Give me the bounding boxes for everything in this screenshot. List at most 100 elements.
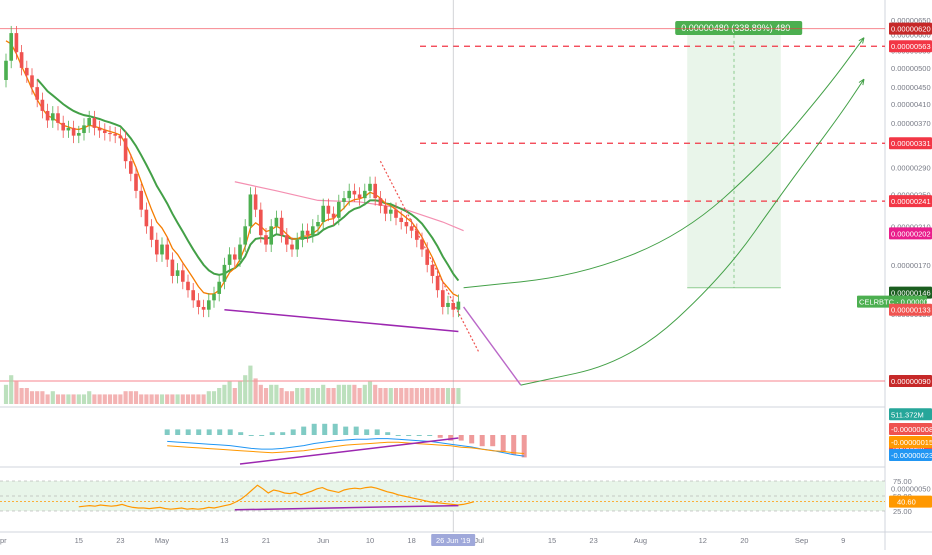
candle-body (440, 290, 445, 307)
time-tick-label: 10 (366, 536, 374, 545)
time-tick-label: Jun (317, 536, 329, 545)
volume-bar (435, 388, 440, 404)
macd-histogram-bar (437, 435, 443, 438)
macd-histogram-bar (406, 435, 412, 436)
volume-bar (373, 384, 378, 404)
candle-body (451, 302, 456, 310)
volume-bar (196, 394, 201, 404)
macd-histogram-bar (385, 432, 391, 435)
candle-body (258, 209, 263, 236)
candle-body (35, 87, 40, 100)
volume-bar (440, 388, 445, 404)
price-tick-label: 0.00000050 (891, 484, 931, 493)
candle-body (9, 33, 14, 61)
volume-bar (253, 378, 258, 404)
macd-histogram-bar (248, 435, 254, 436)
cursor-date-label: 26 Jun '19 (436, 536, 470, 545)
price-tick-label: 0.00000410 (891, 100, 931, 109)
candle-body (222, 264, 227, 282)
projection-curve (463, 37, 865, 289)
candle-body (201, 306, 206, 310)
macd-histogram-bar (290, 429, 296, 435)
candle-body (248, 194, 253, 227)
volume-bar (217, 388, 222, 404)
macd-histogram-bar (458, 435, 464, 441)
price-tick-label: 0.00000210 (891, 222, 931, 231)
volume-bar (9, 375, 14, 404)
candle-body (50, 113, 55, 121)
candle-body (347, 190, 352, 199)
projection-arrowhead (858, 78, 865, 86)
macd-histogram-bar (427, 435, 433, 436)
candle-body (123, 138, 128, 162)
price-tick-label: 0.00000450 (891, 83, 931, 92)
rsi-current-label: 40.60 (897, 498, 916, 507)
volume-bar (3, 384, 9, 404)
volume-bar (206, 391, 211, 404)
macd-divergence-line (239, 437, 459, 465)
volume-bar (383, 388, 388, 404)
volume-bar (113, 394, 118, 404)
candle-body (82, 125, 86, 134)
price-label-bg (889, 40, 932, 53)
candle-body (170, 259, 175, 276)
candle-body (279, 217, 284, 236)
candle-body (342, 198, 346, 202)
candle-body (180, 270, 185, 282)
macd-histogram-bar (259, 435, 265, 436)
time-tick-label: 15 (75, 536, 83, 545)
candle-body (404, 221, 409, 227)
price-label-bg (889, 375, 932, 387)
volume-bar (352, 384, 357, 404)
macd-histogram-bar (185, 429, 191, 435)
macd-histogram-bar (280, 432, 286, 435)
volume-bar (399, 388, 404, 404)
volume-bar (40, 391, 45, 404)
candle-body (264, 235, 268, 245)
volume-bar (295, 388, 300, 404)
price-label-bg (889, 303, 932, 316)
candle-body (56, 113, 60, 123)
price-tick-label: 0.00000170 (891, 261, 931, 270)
volume-bar (331, 388, 336, 404)
macd-label: -0.00000008 (891, 425, 932, 434)
candle-body (269, 226, 274, 245)
projection-arrow (463, 306, 522, 386)
macd-histogram-bar (196, 429, 202, 435)
volume-bar (133, 391, 139, 404)
macd-histogram-bar (500, 435, 506, 452)
price-divergence-line (224, 308, 459, 333)
macd-histogram-bar (353, 426, 359, 435)
volume-bar (393, 388, 399, 404)
time-tick-label: 21 (262, 536, 270, 545)
candle-body (92, 118, 97, 128)
volume-bar (35, 391, 40, 404)
volume-bar (284, 391, 289, 404)
candle-body (310, 226, 315, 236)
candle-body (175, 270, 180, 276)
macd-signal-line (167, 441, 525, 454)
volume-bar (419, 388, 425, 404)
volume-bar (29, 391, 35, 404)
projection-curve (520, 78, 865, 386)
price-label: 0.00000146 (891, 289, 931, 298)
candle-body (212, 293, 216, 301)
price-label: 511.372M (891, 410, 924, 419)
candle-body (383, 205, 388, 214)
volume-bar (71, 394, 76, 404)
macd-label-bg (889, 436, 932, 448)
volume-bar (404, 388, 409, 404)
candle-body (295, 239, 300, 250)
candle-body (154, 239, 159, 255)
macd-histogram-bar (374, 429, 380, 435)
volume-bar (61, 394, 66, 404)
price-label-bg (889, 22, 932, 35)
candle-body (227, 254, 232, 265)
volume-bar (227, 381, 232, 404)
volume-bar (388, 388, 393, 404)
volume-bar (279, 388, 284, 404)
price-tick-label: 0.00000290 (891, 163, 931, 172)
price-label: 0.00000133 (891, 306, 931, 315)
